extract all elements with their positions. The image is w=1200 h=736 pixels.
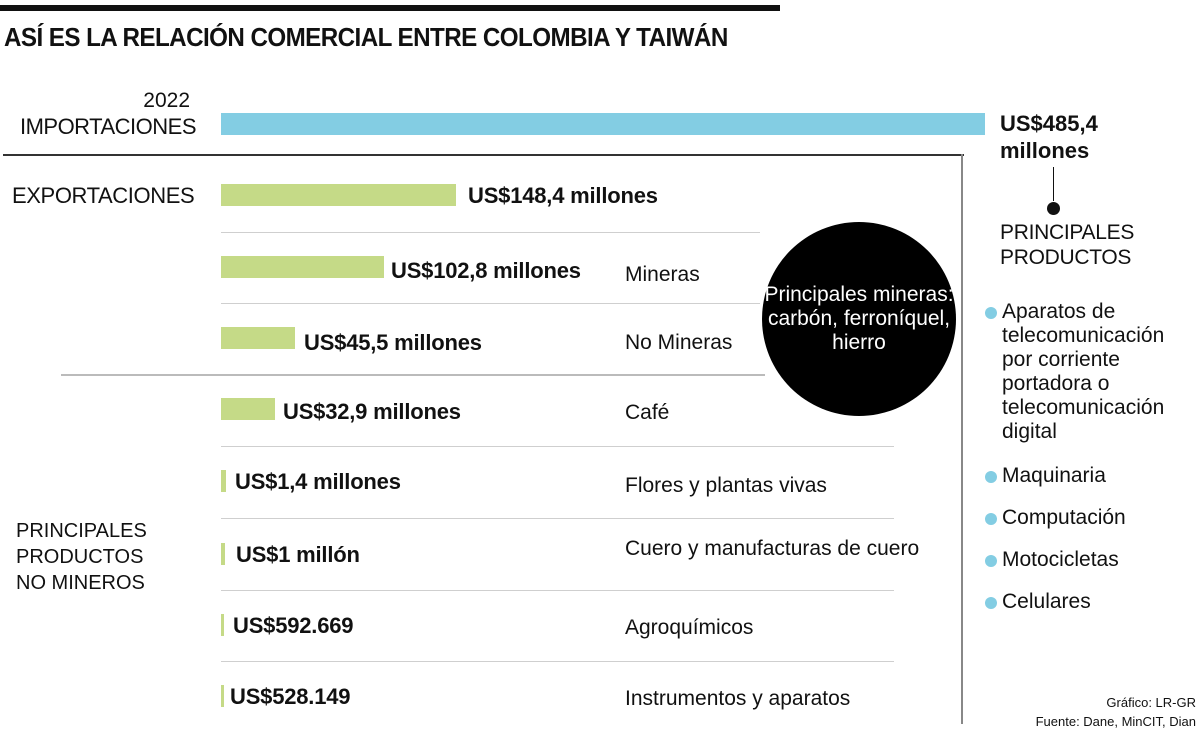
non-mining-bar [221, 327, 295, 349]
non-mining-label-line2: PRODUCTOS [16, 546, 144, 568]
imports-value-amount: US$485,4 [1000, 111, 1098, 136]
mining-value: US$102,8 millones [391, 258, 581, 283]
agrochemicals-value: US$592.669 [233, 613, 354, 638]
exports-total-bar [221, 184, 456, 206]
connector-line [1053, 167, 1054, 201]
leather-category: Cuero y manufacturas de cuero [625, 537, 920, 560]
import-product-item: Aparatos de telecomunicación por corrien… [985, 300, 1200, 444]
year-label: 2022 [143, 89, 190, 112]
non-mining-category: No Mineras [625, 331, 733, 354]
source-credit: Fuente: Dane, MinCIT, Dian [1035, 714, 1196, 729]
import-products-title: PRINCIPALES PRODUCTOS [1000, 220, 1134, 270]
instruments-value: US$528.149 [230, 684, 351, 709]
non-mining-value: US$45,5 millones [304, 330, 482, 355]
mining-note-circle: Principales mineras: carbón, ferroníquel… [762, 222, 956, 416]
bullet-icon [985, 597, 997, 609]
row-divider [221, 303, 760, 304]
import-products-title-line1: PRINCIPALES [1000, 221, 1135, 244]
chart-title: ASÍ ES LA RELACIÓN COMERCIAL ENTRE COLOM… [4, 22, 728, 52]
row-divider [221, 590, 894, 591]
exports-total-value: US$148,4 millones [468, 183, 658, 208]
connector-dot-icon [1047, 202, 1060, 215]
exports-label: EXPORTACIONES [12, 183, 195, 208]
flowers-bar [221, 470, 226, 492]
import-product-text: Celulares [1002, 590, 1091, 613]
exports-frame-right [961, 154, 963, 724]
imports-value-unit: millones [1000, 138, 1090, 163]
import-product-item: Computación [985, 506, 1200, 530]
import-product-text: Aparatos de telecomunicación por corrien… [1002, 300, 1165, 443]
instruments-category: Instrumentos y aparatos [625, 687, 851, 710]
section-divider [61, 374, 765, 376]
imports-bar [221, 113, 985, 135]
import-products-title-line2: PRODUCTOS [1000, 246, 1132, 269]
import-product-text: Motocicletas [1002, 548, 1119, 571]
non-mining-label-line3: NO MINEROS [16, 572, 145, 594]
agrochemicals-bar [221, 614, 224, 636]
mining-category: Mineras [625, 263, 700, 286]
agrochemicals-category: Agroquímicos [625, 616, 754, 639]
bullet-icon [985, 307, 997, 319]
flowers-value: US$1,4 millones [235, 469, 401, 494]
row-divider [221, 661, 894, 662]
imports-value: US$485,4 millones [1000, 110, 1098, 164]
imports-label: IMPORTACIONES [19, 114, 197, 139]
bullet-icon [985, 555, 997, 567]
top-rule [0, 5, 780, 11]
import-product-text: Computación [1002, 506, 1126, 529]
import-product-item: Maquinaria [985, 464, 1200, 488]
row-divider [221, 518, 894, 519]
import-product-item: Celulares [985, 590, 1200, 614]
row-divider [221, 446, 894, 447]
import-product-text: Maquinaria [1002, 464, 1106, 487]
leather-value: US$1 millón [236, 542, 360, 567]
coffee-category: Café [625, 401, 670, 424]
mining-bar [221, 256, 384, 278]
import-products-list: Aparatos de telecomunicación por corrien… [985, 300, 1200, 632]
exports-frame-top [3, 154, 964, 156]
leather-bar [221, 543, 225, 565]
row-divider [221, 232, 760, 233]
coffee-value: US$32,9 millones [283, 399, 461, 424]
graphic-credit: Gráfico: LR-GR [1106, 695, 1196, 710]
coffee-bar [221, 398, 275, 420]
instruments-bar [221, 685, 224, 707]
bullet-icon [985, 513, 997, 525]
bullet-icon [985, 471, 997, 483]
import-product-item: Motocicletas [985, 548, 1200, 572]
flowers-category: Flores y plantas vivas [625, 474, 827, 497]
non-mining-label-line1: PRINCIPALES [16, 520, 147, 542]
non-mining-products-label: PRINCIPALES PRODUCTOS NO MINEROS [16, 518, 147, 596]
credits: Gráfico: LR-GR Fuente: Dane, MinCIT, Dia… [1036, 693, 1196, 731]
